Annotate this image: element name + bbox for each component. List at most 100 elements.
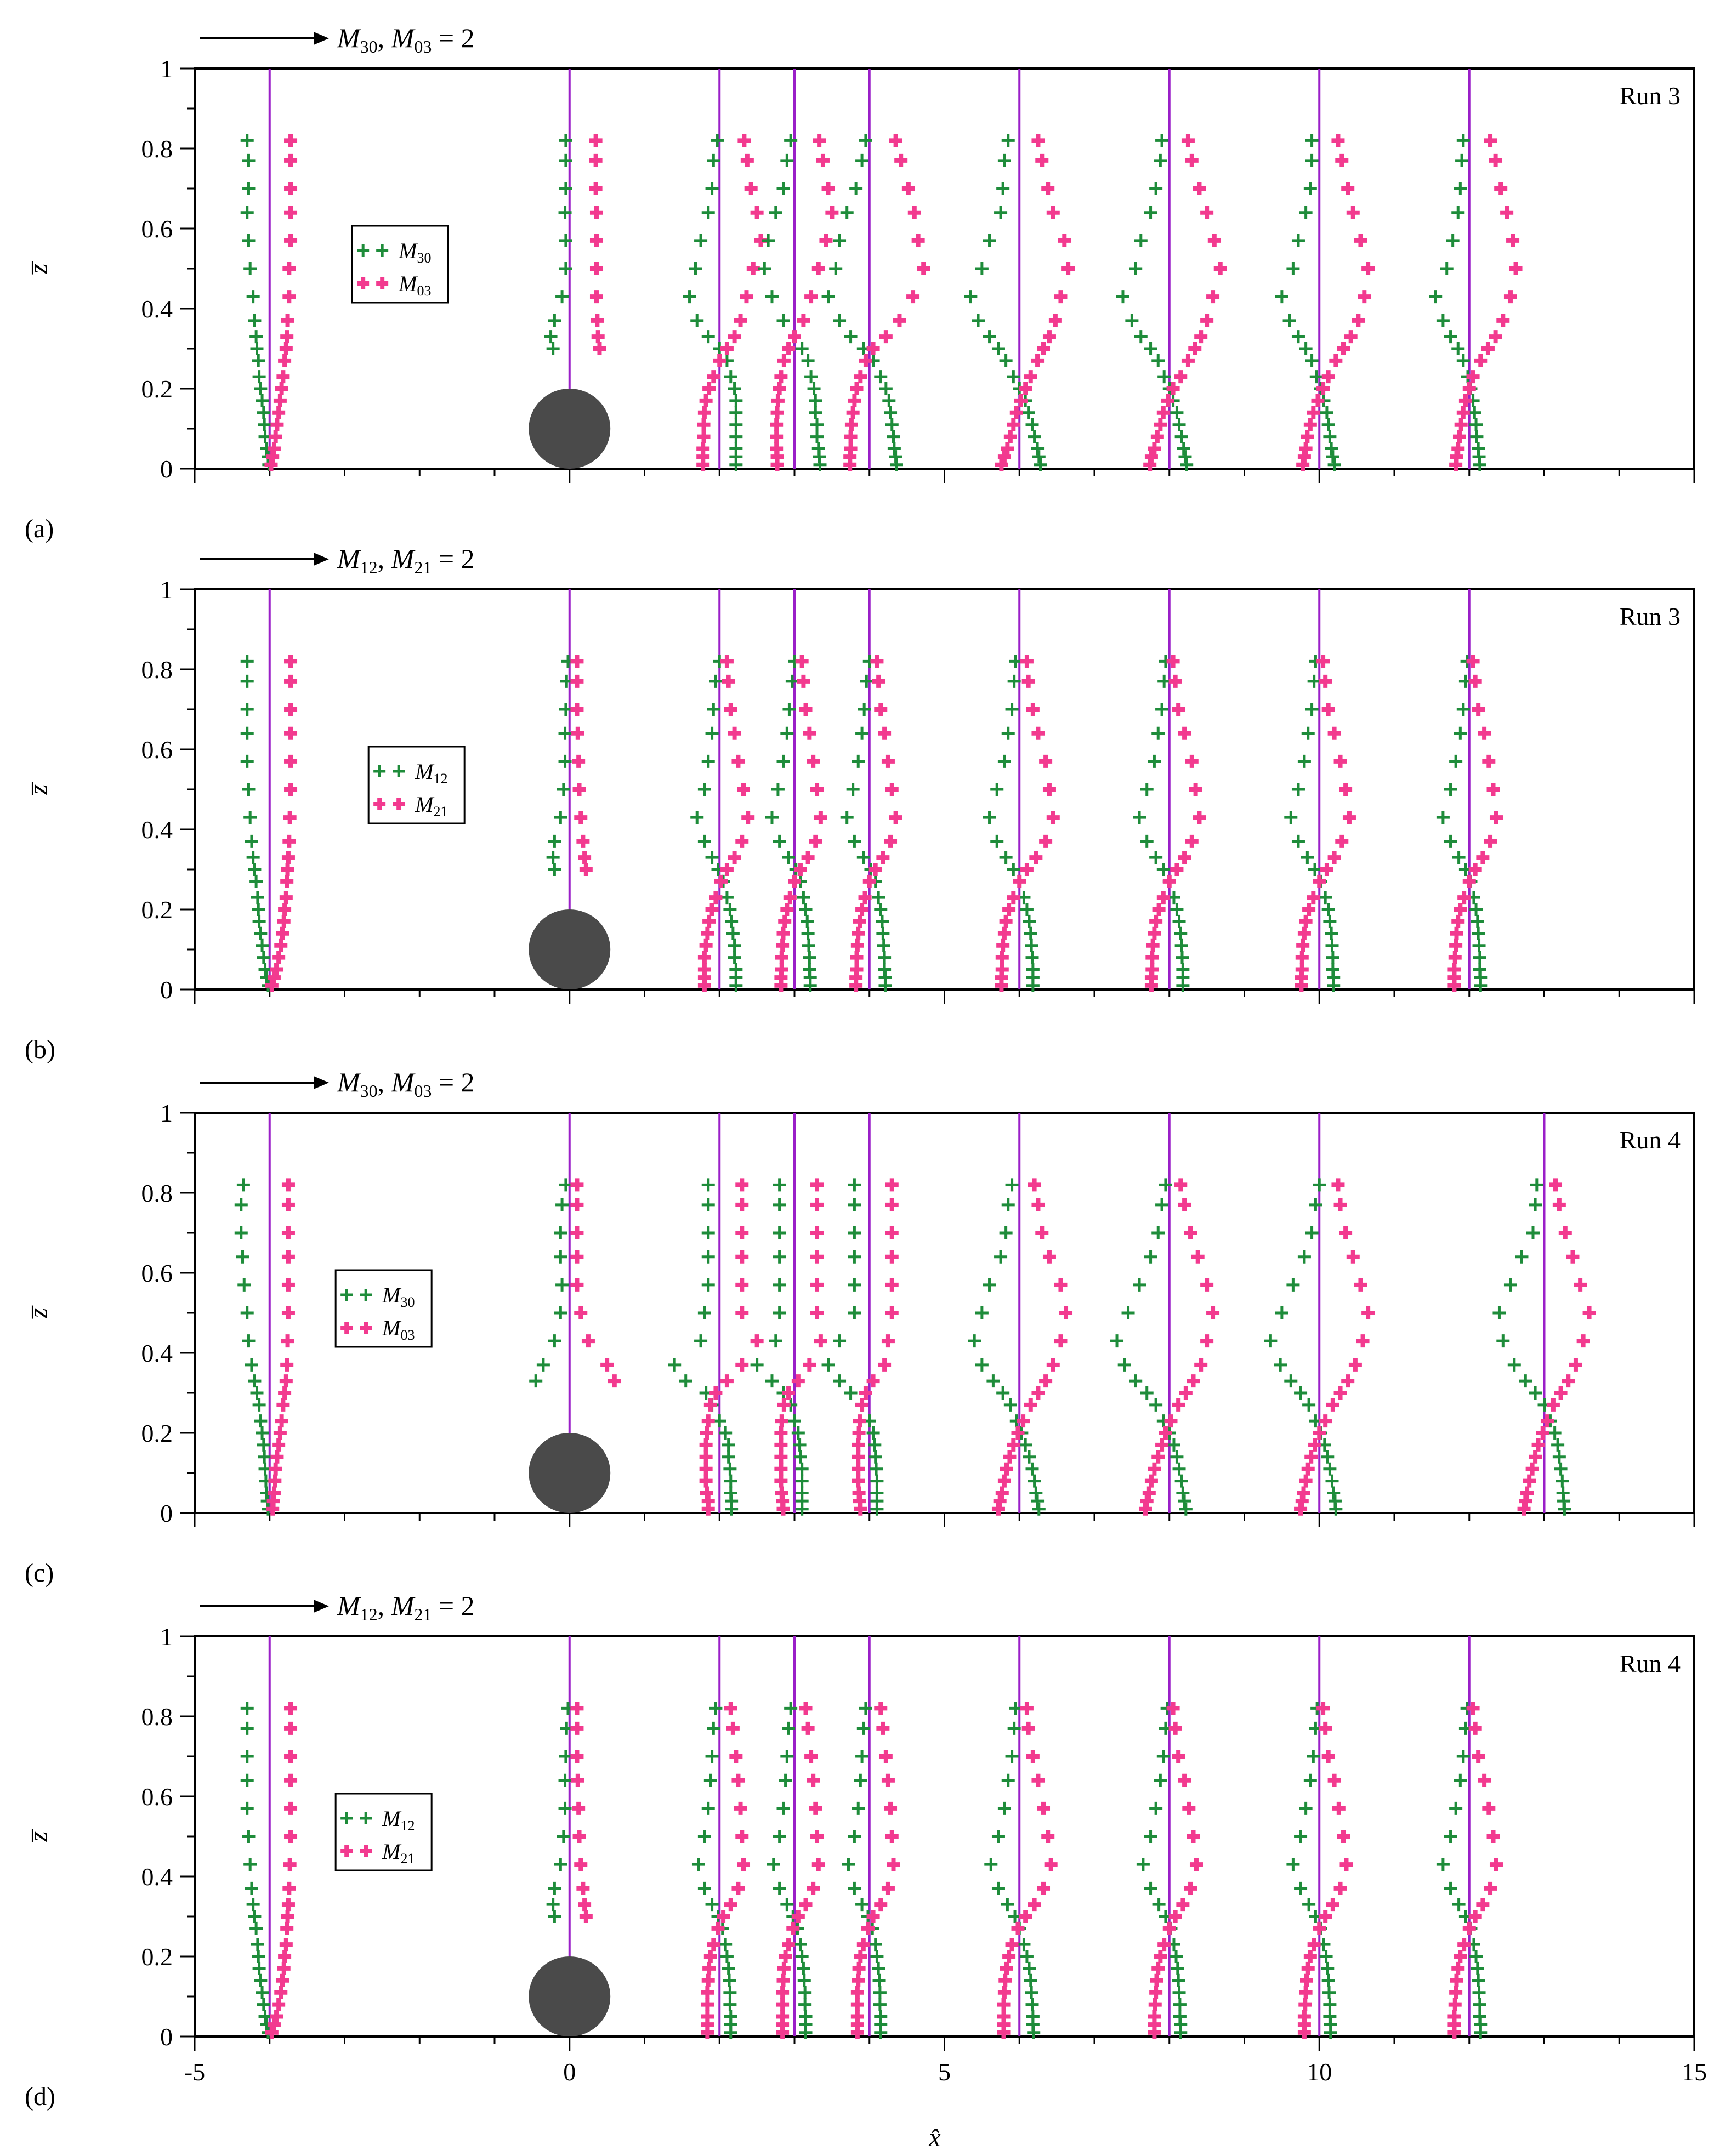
cross-marker (1162, 874, 1176, 888)
cross-marker (1154, 418, 1167, 431)
cross-marker (885, 1306, 899, 1319)
plus-marker (1174, 926, 1188, 940)
cylinder (529, 909, 611, 989)
cross-marker (282, 290, 296, 304)
cylinder (529, 1433, 611, 1513)
y-tick-label: 1 (160, 1623, 173, 1651)
cross-marker (1176, 1898, 1190, 1912)
cross-marker (774, 971, 788, 985)
plus-marker (873, 1998, 887, 2011)
cross-marker (589, 134, 603, 147)
plus-marker (795, 342, 809, 355)
cross-marker (777, 1961, 791, 1975)
plus-marker (846, 783, 860, 796)
plus-marker (725, 1502, 739, 1516)
cross-marker (589, 182, 603, 195)
cross-marker (1007, 1438, 1020, 1452)
cross-marker (699, 938, 713, 952)
plus-marker (1144, 206, 1157, 219)
plus-marker (844, 330, 858, 344)
cross-marker (773, 382, 786, 395)
cross-marker (1172, 1750, 1185, 1763)
cross-marker (1037, 1881, 1051, 1895)
plus-marker (994, 206, 1008, 219)
plus-marker (719, 1426, 733, 1440)
plus-marker (559, 262, 572, 275)
plus-marker (1023, 1450, 1036, 1464)
plus-marker (848, 1250, 861, 1264)
plus-marker (240, 134, 254, 147)
y-tick-label: 0.6 (141, 1783, 173, 1811)
plus-marker (258, 2010, 272, 2023)
cross-marker (1166, 382, 1180, 395)
cross-marker (1486, 1830, 1500, 1843)
cross-marker (866, 342, 880, 355)
cross-marker (1301, 1961, 1315, 1975)
cross-marker (995, 1486, 1009, 1500)
y-tick-label: 0.4 (141, 816, 173, 844)
plus-marker (1299, 1801, 1313, 1815)
plus-marker (679, 1374, 692, 1388)
plus-marker (697, 834, 711, 848)
plus-marker (795, 1950, 809, 1963)
cross-marker (1307, 1938, 1321, 1952)
cross-marker (570, 1250, 584, 1264)
plus-marker (1174, 2026, 1188, 2039)
plus-marker (990, 834, 1004, 848)
cross-marker (276, 370, 290, 384)
plus-marker (1274, 1358, 1287, 1372)
cross-marker (1024, 370, 1037, 384)
plus-marker (1149, 1398, 1163, 1412)
cross-marker (1450, 450, 1463, 464)
plus-marker (860, 674, 873, 688)
plus-marker (813, 458, 827, 471)
plus-marker (722, 1450, 735, 1464)
cross-marker (770, 458, 784, 471)
cross-marker (1529, 1450, 1542, 1464)
plus-marker (1029, 1486, 1043, 1500)
cross-marker (284, 1702, 298, 1715)
cross-marker (1341, 182, 1355, 195)
cross-marker (1020, 1702, 1034, 1715)
cross-marker (284, 1773, 298, 1787)
cross-marker (734, 1801, 747, 1815)
plus-marker (997, 1801, 1011, 1815)
plus-marker (758, 262, 771, 275)
cross-marker (1481, 342, 1495, 355)
cross-marker (848, 394, 861, 407)
plus-marker (240, 1773, 254, 1787)
cross-marker (283, 811, 297, 824)
plus-marker (1140, 783, 1154, 796)
cross-marker (1319, 674, 1332, 688)
cross-marker (1042, 1250, 1056, 1264)
cross-marker (1450, 1973, 1463, 1987)
cross-marker (1451, 914, 1465, 928)
cross-marker (1478, 726, 1491, 740)
plus-marker (1309, 1198, 1322, 1211)
cross-marker (803, 726, 816, 740)
cross-marker (1001, 442, 1014, 456)
plus-marker (1028, 1474, 1041, 1488)
plus-marker (701, 754, 715, 768)
cross-marker (1331, 1178, 1345, 1192)
cross-marker (850, 382, 864, 395)
plus-marker (558, 754, 572, 768)
plus-marker (964, 290, 978, 304)
plus-marker (1007, 863, 1020, 876)
plus-marker (1551, 1438, 1565, 1452)
plus-marker (855, 153, 869, 167)
plus-marker (236, 1178, 250, 1192)
cross-marker (1146, 938, 1160, 952)
cross-marker (697, 963, 711, 976)
cross-marker (852, 1426, 866, 1440)
plus-marker (879, 382, 893, 395)
cross-marker (1181, 354, 1195, 367)
plus-marker (849, 182, 863, 195)
plus-marker (1473, 951, 1486, 964)
plus-marker (856, 1721, 870, 1735)
plus-marker (1009, 655, 1023, 668)
cross-marker (995, 971, 1008, 985)
cross-marker (713, 354, 726, 367)
cross-marker (777, 354, 791, 367)
